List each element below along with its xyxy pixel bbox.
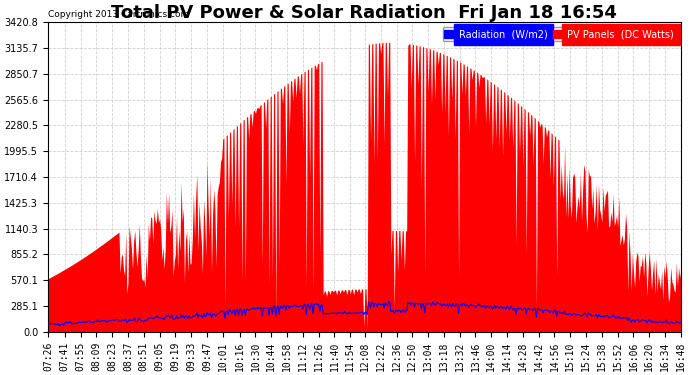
Title: Total PV Power & Solar Radiation  Fri Jan 18 16:54: Total PV Power & Solar Radiation Fri Jan… (111, 4, 618, 22)
Text: Copyright 2013 Cartronics.com: Copyright 2013 Cartronics.com (48, 10, 189, 19)
Legend: Radiation  (W/m2), PV Panels  (DC Watts): Radiation (W/m2), PV Panels (DC Watts) (442, 27, 676, 41)
